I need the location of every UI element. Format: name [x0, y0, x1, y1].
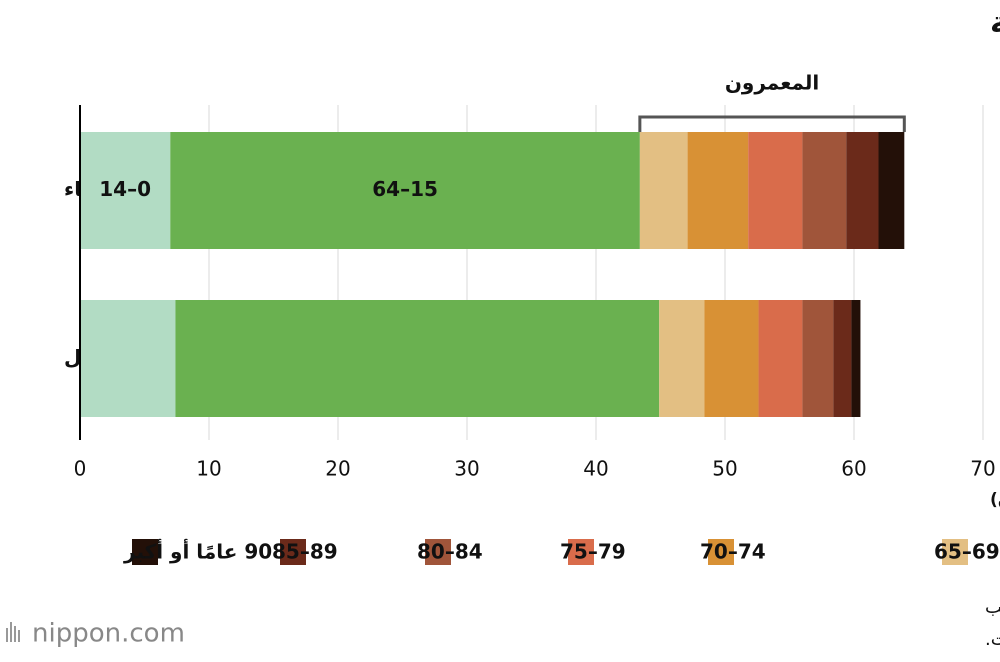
legend-label: 90 عامًا أو أكبر	[123, 538, 272, 564]
chart-title: سكان اليابان حسب الفئة العمرية	[990, 6, 1000, 41]
segment-label: 14–0	[99, 177, 151, 201]
logo: nippon.com	[32, 619, 185, 649]
legend-swatch	[132, 539, 158, 565]
axis-label: (مليون)	[990, 490, 1000, 510]
annotation-bracket	[638, 115, 906, 132]
source-text: تم إعداد البيانات بواسطة Nippon.com بناء…	[985, 597, 1000, 618]
logo-icon	[6, 622, 20, 642]
legend-label: 74–70	[700, 540, 766, 564]
bar-segment	[687, 132, 749, 249]
bar-segment	[748, 132, 803, 249]
bar-segment	[851, 300, 861, 417]
bar-segment	[833, 300, 852, 417]
legend-swatch	[708, 539, 734, 565]
legend-swatch	[942, 539, 968, 565]
x-tick-label: 40	[583, 457, 608, 481]
legend-label: 84–80	[417, 540, 483, 564]
x-tick-label: 30	[454, 457, 479, 481]
bar-segment	[659, 300, 705, 417]
legend-label: 69–65	[934, 540, 1000, 564]
legend-swatch	[425, 539, 451, 565]
segment-label: 64–15	[372, 177, 438, 201]
bar-segment	[758, 300, 803, 417]
legend-swatch	[280, 539, 306, 565]
legend-swatch	[568, 539, 594, 565]
annotation: المعمرون	[725, 71, 819, 95]
x-tick-label: 0	[74, 457, 87, 481]
bar-segment	[704, 300, 759, 417]
x-tick-label: 10	[196, 457, 221, 481]
x-tick-label: 70	[970, 457, 995, 481]
legend-label: 89–85	[272, 540, 338, 564]
bar-segment	[878, 132, 905, 249]
bar-segment	[846, 132, 879, 249]
x-tick-label: 50	[712, 457, 737, 481]
legend-label: 79–75	[560, 540, 626, 564]
bar-segment	[802, 300, 834, 417]
source-text: الإحصاء بوزارة الشؤون الداخلية والاتصالا…	[985, 629, 1000, 650]
bar-segment	[175, 300, 660, 417]
bar-segment	[170, 132, 640, 249]
bar-segment	[80, 132, 171, 249]
x-tick-label: 60	[841, 457, 866, 481]
bar-segment	[639, 132, 688, 249]
x-tick-label: 20	[325, 457, 350, 481]
bar-segment	[802, 132, 847, 249]
bar-segment	[80, 300, 176, 417]
